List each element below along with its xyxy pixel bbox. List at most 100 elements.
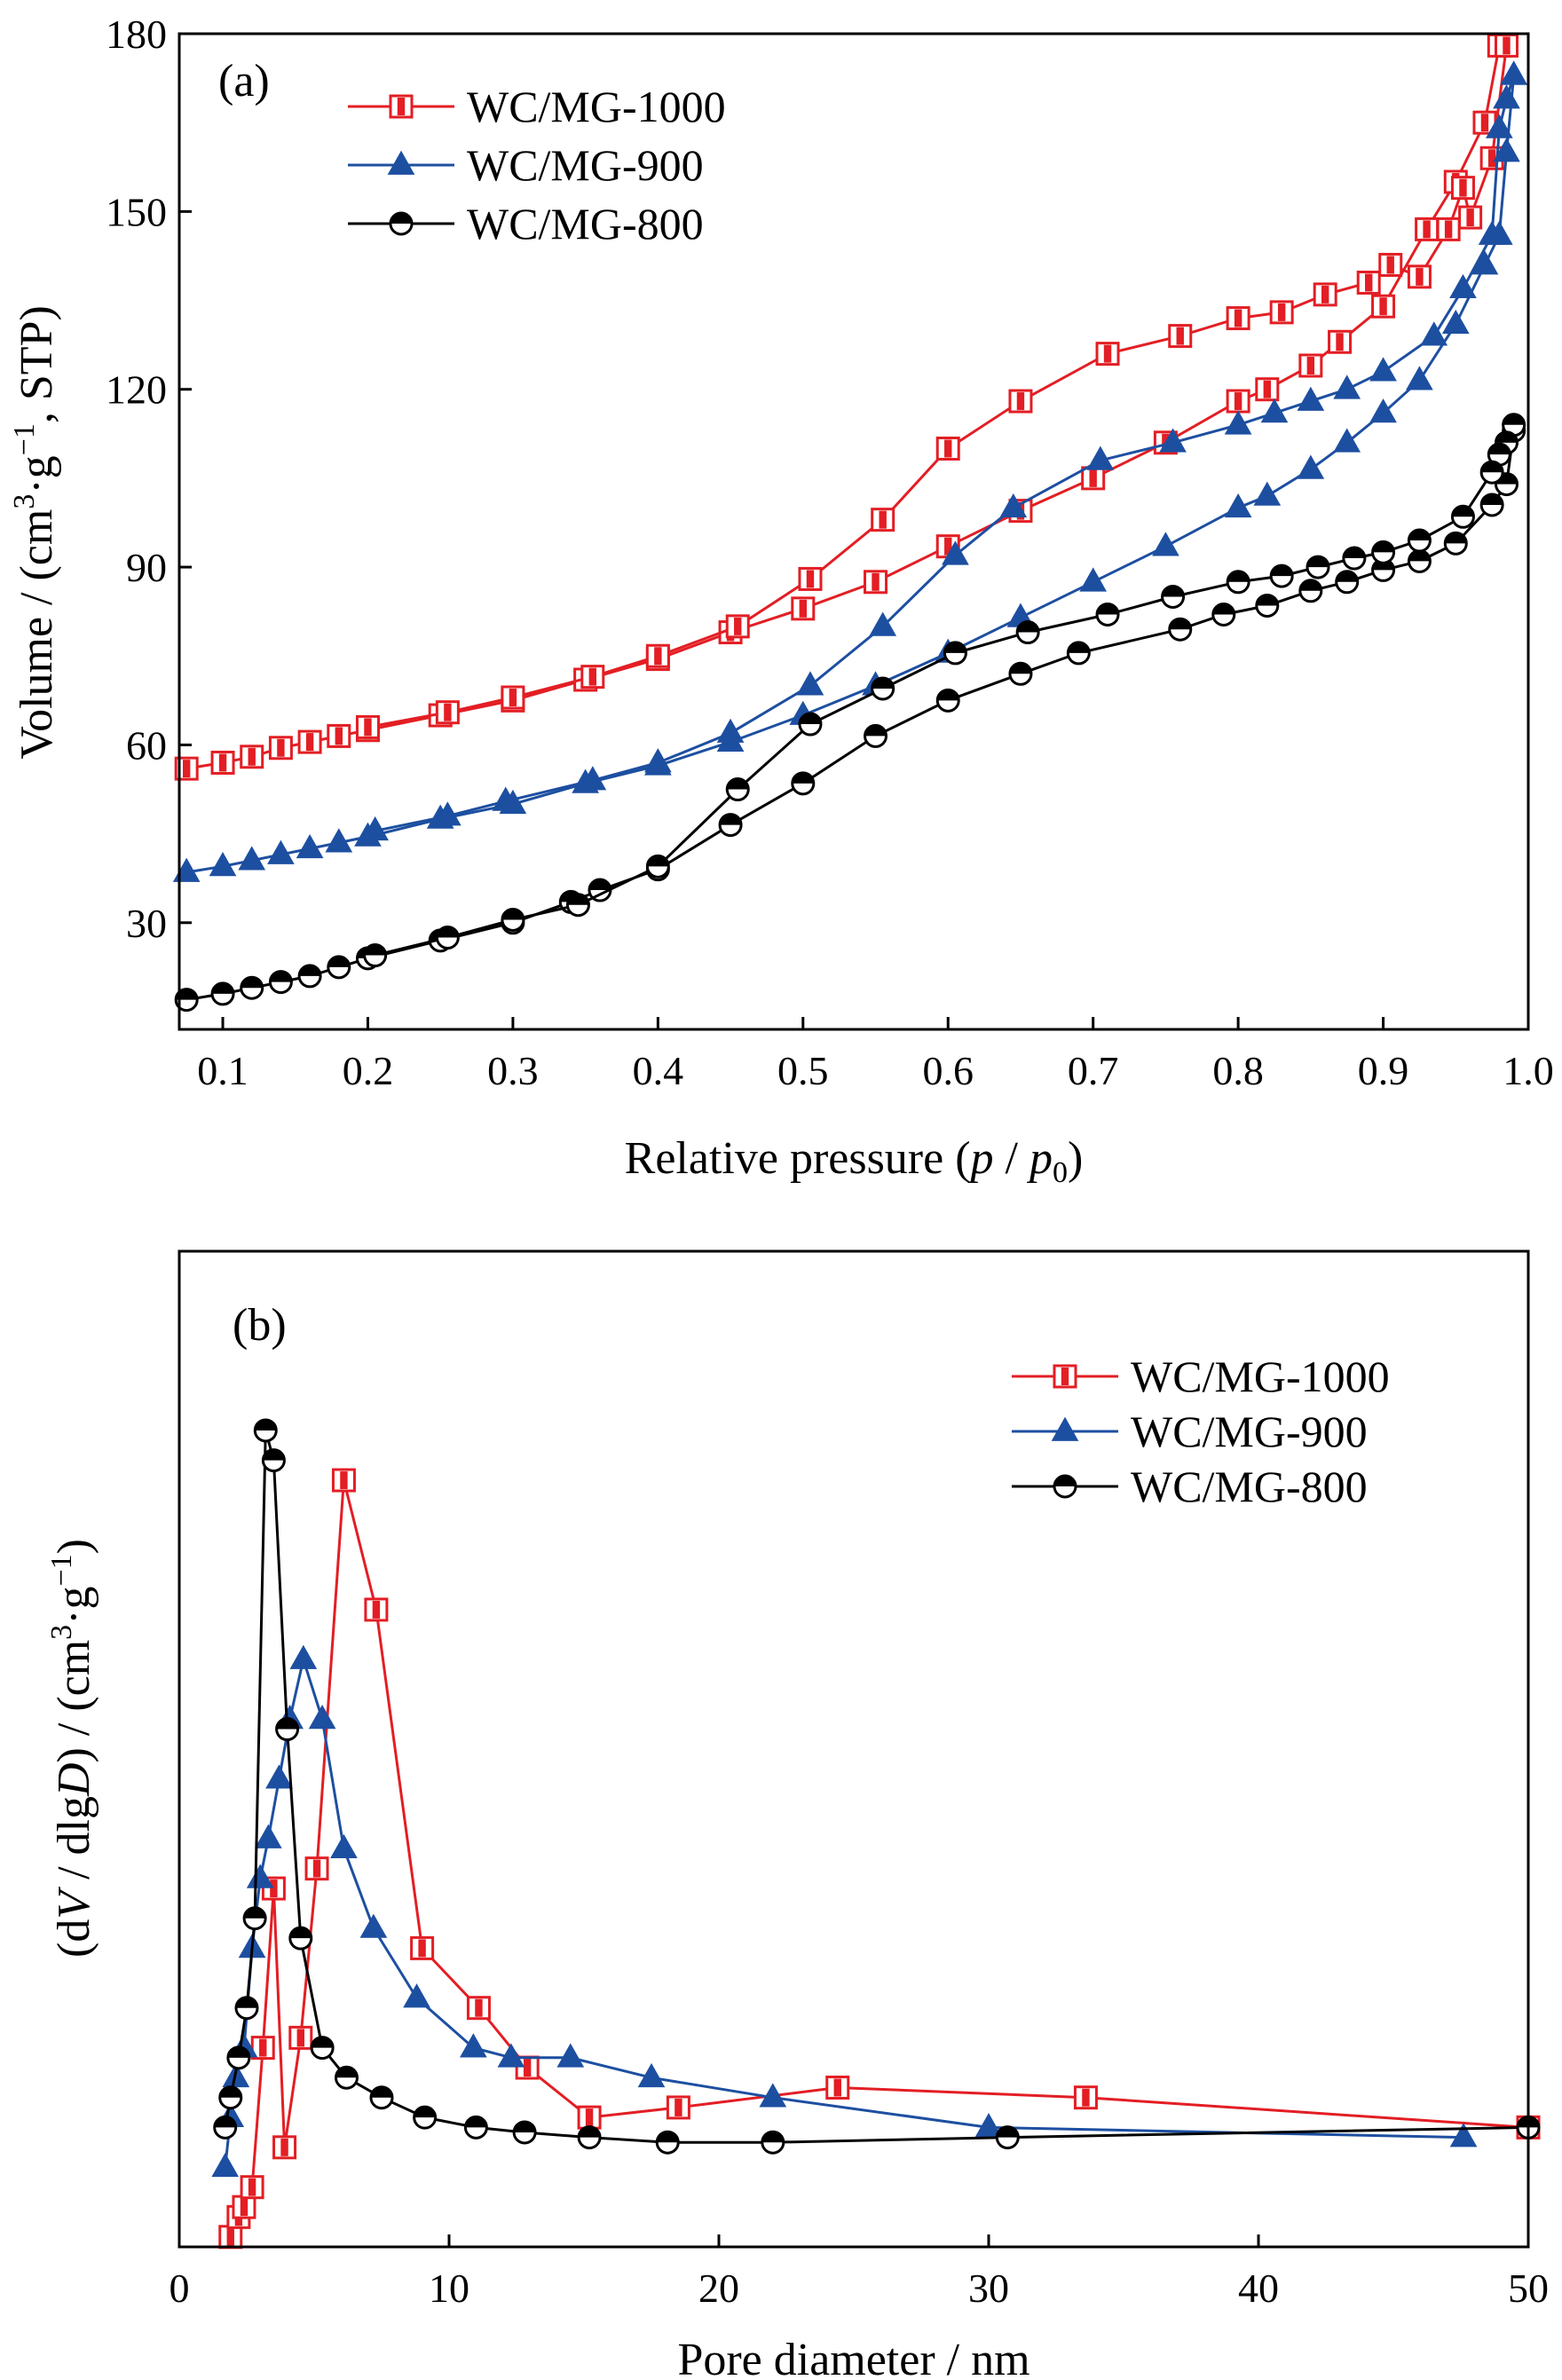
panel-a-x-tick-label-2: 0.3 xyxy=(487,1048,539,1093)
panel-b-series-0-point-13-fill xyxy=(523,2059,532,2077)
panel-a-series-2-adsorption-point-20-fill xyxy=(1256,595,1278,606)
panel-b-series-2-point-1-fill xyxy=(219,2086,241,2098)
panel-b-series-1-point-13 xyxy=(403,1983,430,2008)
panel-a-series-1-desorption-point-18 xyxy=(644,748,672,773)
panel-a-y-tick-label-5: 180 xyxy=(106,12,167,57)
panel-a-series-0-desorption-point-0-fill xyxy=(1503,36,1511,55)
panel-a-series-1-desorption-point-13 xyxy=(999,493,1028,518)
panel-b-series-0-point-16-fill xyxy=(833,2078,841,2097)
panel-a-series-0-adsorption-point-22-fill xyxy=(1379,297,1387,316)
panel-b-series-1-point-19 xyxy=(974,2113,1003,2138)
panel-a-series-1-adsorption-point-17 xyxy=(1152,532,1179,556)
panel-a-series-1-desorption-point-20 xyxy=(492,786,520,811)
panel-b-series-2-point-3-fill xyxy=(236,1997,257,2008)
panel-a-series-0-adsorption-point-25-fill xyxy=(1480,114,1489,132)
panel-a-y-tick-label-3: 120 xyxy=(106,367,167,413)
panel-b-series-0-point-3-fill xyxy=(248,2178,256,2196)
panel-a-series-1-adsorption-point-16 xyxy=(1079,567,1108,592)
panel-a-series-1-desorption-point-11 xyxy=(1159,428,1187,453)
panel-a-series-0-desorption-point-21-fill xyxy=(444,703,452,721)
panel-a-series-0-desorption-point-10-fill xyxy=(1234,309,1242,327)
panel-a-series-1-adsorption-point-20 xyxy=(1297,454,1325,479)
panel-a-legend-marker-2-fill xyxy=(390,213,412,224)
panel-b-legend-label-2: WC/MG-800 xyxy=(1131,1462,1368,1511)
panel-b-legend-label-1: WC/MG-900 xyxy=(1131,1407,1368,1456)
panel-a-series-0-adsorption-point-1-fill xyxy=(218,753,227,772)
panel-a-series-0-desorption-point-2-fill xyxy=(1466,209,1474,227)
panel-a-series-0-desorption-point-15-fill xyxy=(879,510,887,529)
panel-a-y-tick-label-2: 90 xyxy=(126,545,167,590)
panel-b-series-0-point-4-fill xyxy=(259,2038,267,2057)
panel-b-series-0-point-7-fill xyxy=(296,2029,304,2047)
panel-a-ticks: 0.1 0.2 0.3 0.4 0.5 0.6 0.7 0.8 0.9 1.0 30 60 90 120 1… xyxy=(106,12,1554,1093)
panel-a-series-2-adsorption-point-16-fill xyxy=(1009,663,1031,674)
panel-b-series-0-point-6-fill xyxy=(280,2138,288,2156)
panel-b-series-2-point-9-fill xyxy=(312,2037,334,2048)
panel-b-plot-frame xyxy=(178,1249,1530,2249)
panel-a-series-1-adsorption-point-5 xyxy=(325,828,353,853)
panel-a-series-1-adsorption-point-25 xyxy=(1471,250,1499,275)
panel-a-x-axis-label: Relative pressure (p / p0) xyxy=(625,1133,1084,1189)
panel-a-series-1-desorption-point-1 xyxy=(1493,84,1520,109)
panel-a-series-1-desorption-point-4 xyxy=(1449,273,1477,299)
panel-a-series-1-adsorption-point-0 xyxy=(172,857,201,882)
panel-a-series-0-adsorption-point-12-fill xyxy=(799,599,807,618)
panel-a-series-1-desorption-point-8 xyxy=(1297,386,1325,411)
panel-a-series-2-adsorption-line xyxy=(185,430,1516,1002)
panel-a-series-2-desorption-point-10-fill xyxy=(1227,571,1250,582)
panel-a-series-1-adsorption-point-22 xyxy=(1369,398,1397,423)
panel-b-series-2-point-2-fill xyxy=(227,2046,249,2058)
panel-a-series-0-adsorption-point-2-fill xyxy=(248,747,256,766)
panel-b-series-layer xyxy=(211,1418,1541,2250)
panel-a-series-0-desorption-point-19-fill xyxy=(588,667,597,686)
panel-a-series-0-desorption-point-18-fill xyxy=(654,647,662,666)
panel-b-x-tick-label-2: 20 xyxy=(698,2266,739,2311)
panel-b-series-2-point-11-fill xyxy=(371,2086,393,2098)
panel-a-series-1-adsorption-point-3 xyxy=(267,839,295,864)
panel-b-series-0-point-11-fill xyxy=(418,1939,426,1958)
panel-a-series-0-desorption-point-7-fill xyxy=(1365,273,1373,292)
panel-a-series-1-desorption-point-22 xyxy=(361,816,389,841)
panel-b-series-1-point-7 xyxy=(265,1764,293,1789)
panel-a-series-1-desorption-point-12 xyxy=(1086,445,1115,470)
panel-a-y-tick-label-1: 60 xyxy=(126,722,167,768)
panel-a-series-0-adsorption-point-23-fill xyxy=(1423,220,1431,239)
panel-a-series-1-adsorption-point-27 xyxy=(1493,138,1520,162)
panel-a-series-2-desorption-point-18-fill xyxy=(647,855,669,867)
panel-a-legend-label-0: WC/MG-1000 xyxy=(467,82,726,131)
panel-b-series-2-point-13-fill xyxy=(465,2116,487,2128)
panel-a-series-2-desorption-point-13-fill xyxy=(1017,621,1039,633)
panel-a-legend-label-2: WC/MG-800 xyxy=(467,199,704,248)
panel-a-series-0-desorption-point-3-fill xyxy=(1459,178,1467,197)
panel-a-x-tick-label-0: 0.1 xyxy=(197,1048,248,1093)
panel-a-series-0-desorption-point-12-fill xyxy=(1103,344,1112,363)
panel-b-x-tick-label-0: 0 xyxy=(170,2266,190,2311)
panel-a-y-axis-label: Volume / (cm3·g−1, STP) xyxy=(8,305,62,760)
panel-a-label: (a) xyxy=(218,56,270,106)
panel-a-series-1-desorption-point-16 xyxy=(796,671,824,696)
panel-b-y-axis-label: (dV / dlgD) / (cm3·g−1) xyxy=(45,1539,99,1958)
panel-b-legend-marker-1 xyxy=(1051,1416,1079,1441)
panel-a-series-2-desorption-point-8-fill xyxy=(1307,556,1329,568)
panel-a-series-2-desorption-point-3-fill xyxy=(1481,461,1503,473)
panel-a-series-0-desorption-point-5-fill xyxy=(1416,267,1424,286)
panel-b-series-2-point-7-fill xyxy=(276,1718,298,1730)
panel-a-chart: 0.1 0.2 0.3 0.4 0.5 0.6 0.7 0.8 0.9 1.0 30 60 90 120 1… xyxy=(8,12,1554,1189)
panel-a-series-0-desorption-point-13-fill xyxy=(1016,392,1025,411)
panel-a-legend-marker-0-fill xyxy=(397,98,406,115)
panel-b-chart: 0 10 20 30 40 50 (b) WC/MG-1000WC/MG-900WC/MG… xyxy=(45,1249,1549,2380)
panel-a-series-0-adsorption-point-4-fill xyxy=(305,733,314,752)
panel-b-series-0-point-17-fill xyxy=(1082,2088,1090,2107)
panel-b-x-axis-label: Pore diameter / nm xyxy=(677,2335,1030,2380)
panel-b-series-0-point-0-fill xyxy=(226,2227,234,2246)
panel-b-ticks: 0 10 20 30 40 50 xyxy=(170,2234,1549,2311)
panel-a-series-2-desorption-point-2-fill xyxy=(1488,444,1511,455)
panel-a-series-1-adsorption-point-4 xyxy=(296,833,324,859)
panel-a-series-0-desorption-point-17-fill xyxy=(734,617,742,635)
panel-b-x-tick-label-1: 10 xyxy=(429,2266,469,2311)
panel-a-series-2-desorption-point-4-fill xyxy=(1452,506,1474,517)
panel-a-series-2-adsorption-point-4-fill xyxy=(299,965,321,976)
panel-b-series-1-point-11 xyxy=(330,1833,358,1859)
panel-a-series-0-adsorption-point-13-fill xyxy=(872,572,880,591)
